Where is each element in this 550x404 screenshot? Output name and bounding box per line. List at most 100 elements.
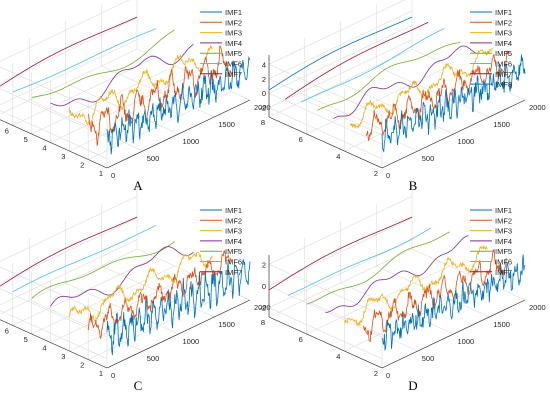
- series-line-imf3: [344, 244, 488, 327]
- grid-line: [0, 248, 138, 315]
- legend-label: IMF4: [225, 39, 242, 48]
- grid-line: [411, 248, 526, 301]
- x-tick-label: 0: [111, 171, 115, 180]
- y-tick-label: 4: [336, 152, 340, 161]
- series-line-imf5: [31, 241, 175, 299]
- series-line-imf2: [87, 250, 232, 340]
- legend-label: IMF1: [225, 8, 242, 17]
- y-tick-label: 5: [24, 335, 28, 344]
- legend-label: IMF4: [495, 237, 512, 246]
- y-axis-line: [0, 119, 108, 169]
- legend-label: IMF4: [495, 39, 512, 48]
- x-tick-label: 1500: [218, 120, 235, 129]
- z-tick-label: -2: [259, 104, 266, 113]
- x-axis-line: [381, 99, 526, 169]
- grid-line: [268, 24, 413, 94]
- x-tick-label: 1000: [458, 337, 475, 346]
- z-tick-label: 4: [262, 60, 266, 69]
- y-tick-label: 1: [99, 169, 103, 178]
- legend-label: IMF1: [225, 206, 242, 215]
- y-tick-label: 2: [80, 361, 84, 370]
- legend-label: IMF7: [495, 70, 512, 79]
- grid-line: [376, 65, 490, 118]
- series-line-imf4: [50, 246, 194, 307]
- x-tick-label: 1500: [493, 320, 510, 329]
- x-tick-label: 0: [111, 371, 115, 380]
- grid-line: [268, 107, 383, 159]
- grid-line: [304, 99, 418, 152]
- series-line-imf6: [301, 28, 445, 103]
- series-line-imf6: [12, 225, 156, 293]
- z-tick-label: -2: [259, 304, 266, 313]
- legend-label: IMF3: [225, 29, 242, 38]
- panel-label: D: [408, 378, 417, 393]
- legend-label: IMF5: [495, 49, 512, 58]
- y-tick-label: 2: [374, 169, 378, 178]
- series-line-imf7: [0, 216, 138, 287]
- grid-line: [0, 110, 108, 159]
- series-line-imf3: [68, 251, 213, 322]
- y-tick-label: 8: [261, 318, 265, 327]
- x-tick-label: 1000: [183, 137, 200, 146]
- legend-label: IMF1: [495, 8, 512, 17]
- x-tick-label: 500: [147, 354, 160, 363]
- grid-line: [268, 196, 413, 265]
- grid-line: [31, 265, 175, 335]
- legend-label: IMF2: [225, 216, 242, 225]
- y-axis-line: [268, 316, 383, 369]
- legend-label: IMF5: [225, 49, 242, 58]
- legend-label: IMF6: [225, 258, 242, 267]
- grid-line: [0, 310, 108, 359]
- x-tick-label: 2000: [529, 103, 546, 112]
- y-tick-label: 3: [61, 352, 65, 361]
- series-line-imf4: [333, 45, 477, 119]
- x-tick-label: 1500: [493, 120, 510, 129]
- x-tick-label: 500: [422, 154, 435, 163]
- legend-label: IMF2: [495, 18, 512, 27]
- grid-line: [0, 266, 108, 316]
- grid-line: [268, 285, 383, 338]
- grid-line: [0, 239, 138, 306]
- series-line-imf1: [381, 54, 526, 153]
- grid-line: [268, 10, 413, 80]
- grid-line: [0, 196, 138, 262]
- x-tick-label: 500: [422, 354, 435, 363]
- y-tick-label: 4: [42, 344, 46, 353]
- legend-label: IMF7: [225, 268, 242, 277]
- grid-line: [12, 257, 156, 326]
- y-tick-label: 6: [5, 327, 9, 336]
- legend-label: IMF5: [225, 247, 242, 256]
- x-axis-line: [381, 299, 526, 369]
- panel-label: A: [133, 178, 143, 193]
- y-tick-label: 4: [42, 144, 46, 153]
- chart-panel-A: 05001000150020001234567-202IMF1IMF2IMF3I…: [0, 0, 271, 193]
- legend-label: IMF3: [495, 29, 512, 38]
- grid-line: [340, 282, 454, 335]
- series-line-imf3: [349, 47, 493, 129]
- x-tick-label: 1500: [218, 320, 235, 329]
- grid-line: [268, 78, 383, 131]
- legend-label: IMF6: [225, 60, 242, 69]
- grid-line: [268, 0, 405, 65]
- x-tick-label: 2000: [254, 303, 271, 312]
- y-tick-label: 6: [5, 127, 9, 136]
- series-line-imf6: [287, 227, 431, 296]
- series-line-imf5: [31, 29, 175, 98]
- legend-label: IMF2: [495, 216, 512, 225]
- legend-label: IMF7: [495, 268, 512, 277]
- grid-line: [306, 65, 450, 135]
- series-line-imf8: [268, 16, 413, 91]
- x-tick-label: 500: [147, 154, 160, 163]
- grid-line: [0, 319, 108, 369]
- x-axis-line: [106, 99, 251, 169]
- grid-line: [268, 64, 383, 116]
- legend-label: IMF3: [225, 227, 242, 236]
- series-line-imf7: [0, 16, 138, 87]
- z-tick-label: 2: [262, 75, 266, 84]
- legend-label: IMF5: [495, 247, 512, 256]
